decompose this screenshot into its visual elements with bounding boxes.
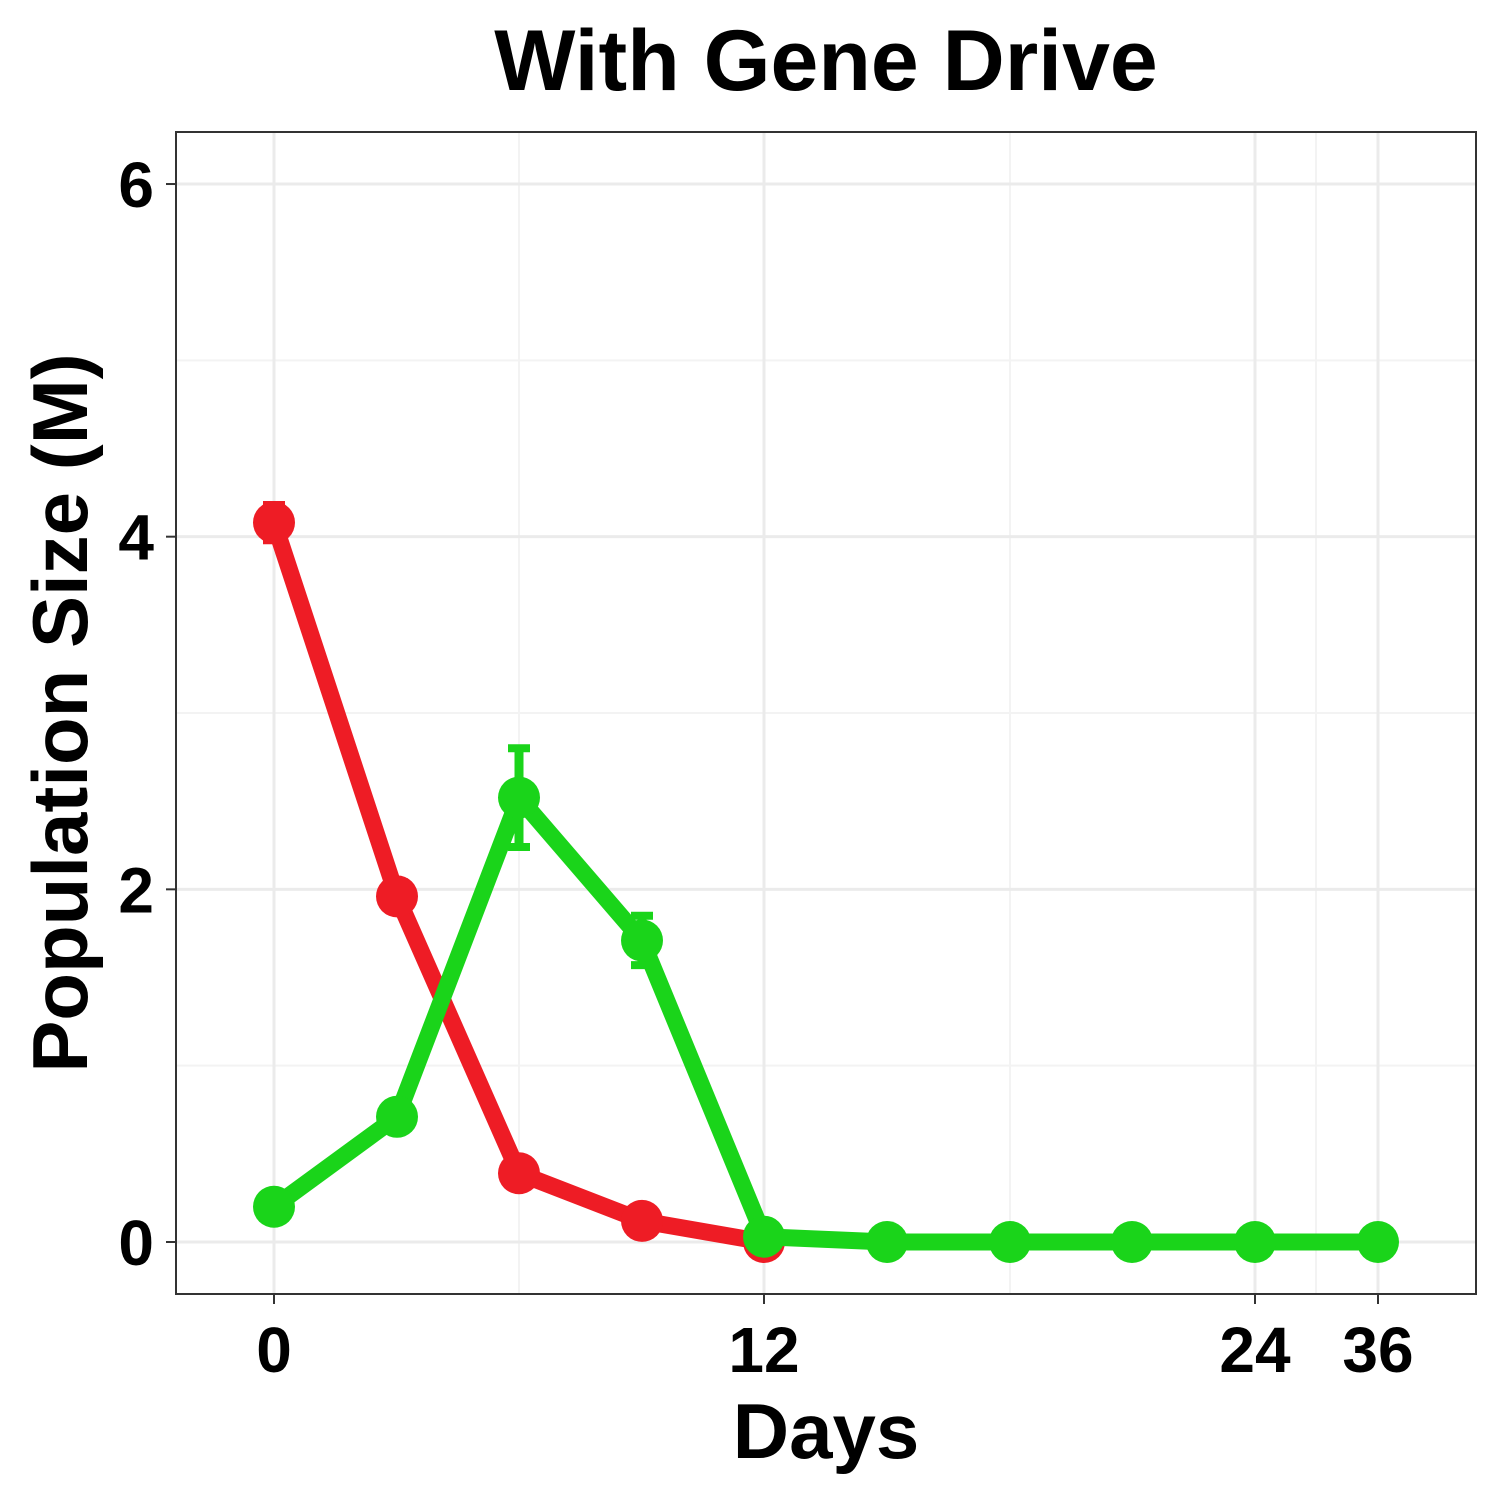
series-1-point — [1357, 1221, 1399, 1263]
x-tick-label: 0 — [256, 1314, 292, 1386]
x-tick-label: 24 — [1219, 1314, 1291, 1386]
x-axis-label: Days — [733, 1387, 919, 1475]
y-tick-label: 2 — [118, 854, 154, 926]
series-1-point — [743, 1215, 785, 1258]
x-tick-label: 36 — [1342, 1314, 1413, 1386]
series-layer — [253, 500, 1399, 1263]
series-1-point — [989, 1221, 1031, 1263]
grid — [176, 132, 1476, 1294]
series-1-point — [1234, 1221, 1276, 1263]
series-0-point — [621, 1199, 663, 1242]
series-0-point — [376, 875, 418, 918]
chart-title: With Gene Drive — [494, 13, 1157, 109]
y-tick-label: 4 — [118, 502, 154, 574]
y-tick-label: 6 — [118, 149, 154, 221]
series-1-point — [253, 1185, 295, 1228]
series-0-point — [498, 1152, 540, 1195]
y-axis-label: Population Size (M) — [16, 353, 104, 1072]
series-1-point — [866, 1221, 908, 1263]
x-tick-label: 12 — [728, 1314, 799, 1386]
series-1 — [253, 744, 1399, 1263]
series-0 — [253, 500, 785, 1263]
series-1-point — [621, 919, 663, 962]
series-1-point — [498, 776, 540, 819]
axis-ticks — [166, 183, 1379, 1304]
series-1-point — [1111, 1221, 1153, 1263]
series-0-point — [253, 501, 295, 544]
y-tick-label: 0 — [118, 1207, 154, 1279]
series-1-line — [265, 789, 1387, 1251]
series-1-point — [376, 1095, 418, 1138]
plot-panel — [175, 131, 1477, 1295]
